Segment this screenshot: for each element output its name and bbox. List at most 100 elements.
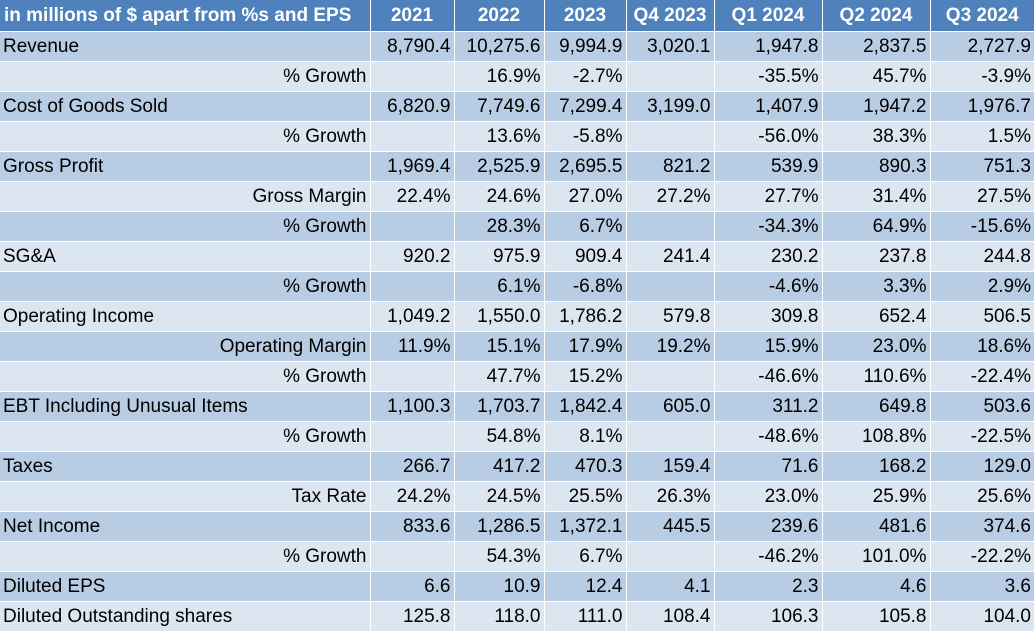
table-row: Tax Rate 24.2% 24.5% 25.5% 26.3% 23.0% 25.9% 25…	[0, 481, 1034, 512]
value-cell: 24.5%	[454, 481, 545, 512]
value-cell: 118.0	[454, 601, 545, 632]
sub-metric-label: % Growth	[0, 61, 371, 92]
table-row: Net Income 833.6 1,286.5 1,372.1 445.5 239.6 4…	[0, 511, 1034, 542]
value-cell: 909.4	[544, 241, 627, 272]
value-cell: -35.5%	[714, 61, 823, 92]
value-cell: 16.9%	[454, 61, 545, 92]
table-row: Operating Income 1,049.2 1,550.0 1,786.2 579…	[0, 301, 1034, 332]
table-row: SG&A 920.2 975.9 909.4 241.4 230.2 237.8 244.8	[0, 241, 1034, 272]
value-cell	[626, 211, 715, 242]
value-cell: 239.6	[714, 511, 823, 542]
metric-label: Cost of Goods Sold	[0, 91, 371, 122]
value-cell: 13.6%	[454, 121, 545, 152]
sub-metric-label: % Growth	[0, 211, 371, 242]
value-cell: 54.8%	[454, 421, 545, 452]
value-cell: 503.6	[930, 391, 1034, 422]
value-cell: 38.3%	[822, 121, 931, 152]
column-header: Q2 2024	[822, 0, 931, 32]
metric-label: SG&A	[0, 241, 371, 272]
value-cell	[626, 541, 715, 572]
value-cell: 833.6	[370, 511, 455, 542]
value-cell: 129.0	[930, 451, 1034, 482]
value-cell: 25.9%	[822, 481, 931, 512]
value-cell: 168.2	[822, 451, 931, 482]
value-cell: 6.7%	[544, 541, 627, 572]
value-cell	[370, 541, 455, 572]
value-cell: 54.3%	[454, 541, 545, 572]
column-header: Q4 2023	[626, 0, 715, 32]
value-cell: 649.8	[822, 391, 931, 422]
value-cell: 108.4	[626, 601, 715, 632]
value-cell	[370, 361, 455, 392]
sub-metric-label: % Growth	[0, 121, 371, 152]
value-cell: 27.5%	[930, 181, 1034, 212]
value-cell: 1,969.4	[370, 151, 455, 182]
value-cell: -22.5%	[930, 421, 1034, 452]
value-cell: 71.6	[714, 451, 823, 482]
table-body: Revenue 8,790.4 10,275.6 9,994.9 3,020.1 1,94…	[0, 31, 1034, 632]
value-cell: 26.3%	[626, 481, 715, 512]
value-cell	[626, 121, 715, 152]
value-cell: 1,947.8	[714, 31, 823, 62]
value-cell: 8,790.4	[370, 31, 455, 62]
value-cell: 309.8	[714, 301, 823, 332]
value-cell: 106.3	[714, 601, 823, 632]
value-cell: 4.1	[626, 571, 715, 602]
value-cell: 2,525.9	[454, 151, 545, 182]
value-cell: 19.2%	[626, 331, 715, 362]
value-cell	[370, 271, 455, 302]
value-cell: 10,275.6	[454, 31, 545, 62]
value-cell: 1,049.2	[370, 301, 455, 332]
value-cell: 23.0%	[714, 481, 823, 512]
value-cell: 751.3	[930, 151, 1034, 182]
sub-metric-label: % Growth	[0, 541, 371, 572]
metric-label: Operating Income	[0, 301, 371, 332]
value-cell: 31.4%	[822, 181, 931, 212]
metric-label: Gross Profit	[0, 151, 371, 182]
value-cell: 6.7%	[544, 211, 627, 242]
value-cell	[370, 121, 455, 152]
column-header: Q3 2024	[930, 0, 1034, 32]
value-cell: 3,020.1	[626, 31, 715, 62]
value-cell: -34.3%	[714, 211, 823, 242]
value-cell: 10.9	[454, 571, 545, 602]
value-cell	[370, 421, 455, 452]
value-cell: 2,837.5	[822, 31, 931, 62]
value-cell: -3.9%	[930, 61, 1034, 92]
table-row: Gross Profit 1,969.4 2,525.9 2,695.5 821.2 53…	[0, 151, 1034, 182]
metric-label: EBT Including Unusual Items	[0, 391, 371, 422]
metric-label: Diluted Outstanding shares	[0, 601, 371, 632]
value-cell: 920.2	[370, 241, 455, 272]
table-row: % Growth 16.9% -2.7% -35.5% 45.7% -3.9%	[0, 61, 1034, 92]
metric-label: Diluted EPS	[0, 571, 371, 602]
value-cell: 15.9%	[714, 331, 823, 362]
value-cell: 24.6%	[454, 181, 545, 212]
value-cell: -6.8%	[544, 271, 627, 302]
value-cell: -46.6%	[714, 361, 823, 392]
value-cell: 244.8	[930, 241, 1034, 272]
value-cell: 110.6%	[822, 361, 931, 392]
value-cell: 2,727.9	[930, 31, 1034, 62]
table-row: % Growth 54.8% 8.1% -48.6% 108.8% -22.5%	[0, 421, 1034, 452]
value-cell: 3,199.0	[626, 91, 715, 122]
value-cell: 64.9%	[822, 211, 931, 242]
value-cell: 975.9	[454, 241, 545, 272]
metric-label: Revenue	[0, 31, 371, 62]
sub-metric-label: % Growth	[0, 361, 371, 392]
value-cell: 17.9%	[544, 331, 627, 362]
value-cell: 101.0%	[822, 541, 931, 572]
metric-label: Net Income	[0, 511, 371, 542]
value-cell: 1,842.4	[544, 391, 627, 422]
value-cell: 6,820.9	[370, 91, 455, 122]
value-cell: 1,947.2	[822, 91, 931, 122]
column-header: 2022	[454, 0, 545, 32]
sub-metric-label: % Growth	[0, 271, 371, 302]
value-cell: 506.5	[930, 301, 1034, 332]
value-cell: 1,286.5	[454, 511, 545, 542]
value-cell: -46.2%	[714, 541, 823, 572]
value-cell: 105.8	[822, 601, 931, 632]
value-cell: -4.6%	[714, 271, 823, 302]
metric-label: Taxes	[0, 451, 371, 482]
table-row: Revenue 8,790.4 10,275.6 9,994.9 3,020.1 1,94…	[0, 31, 1034, 62]
